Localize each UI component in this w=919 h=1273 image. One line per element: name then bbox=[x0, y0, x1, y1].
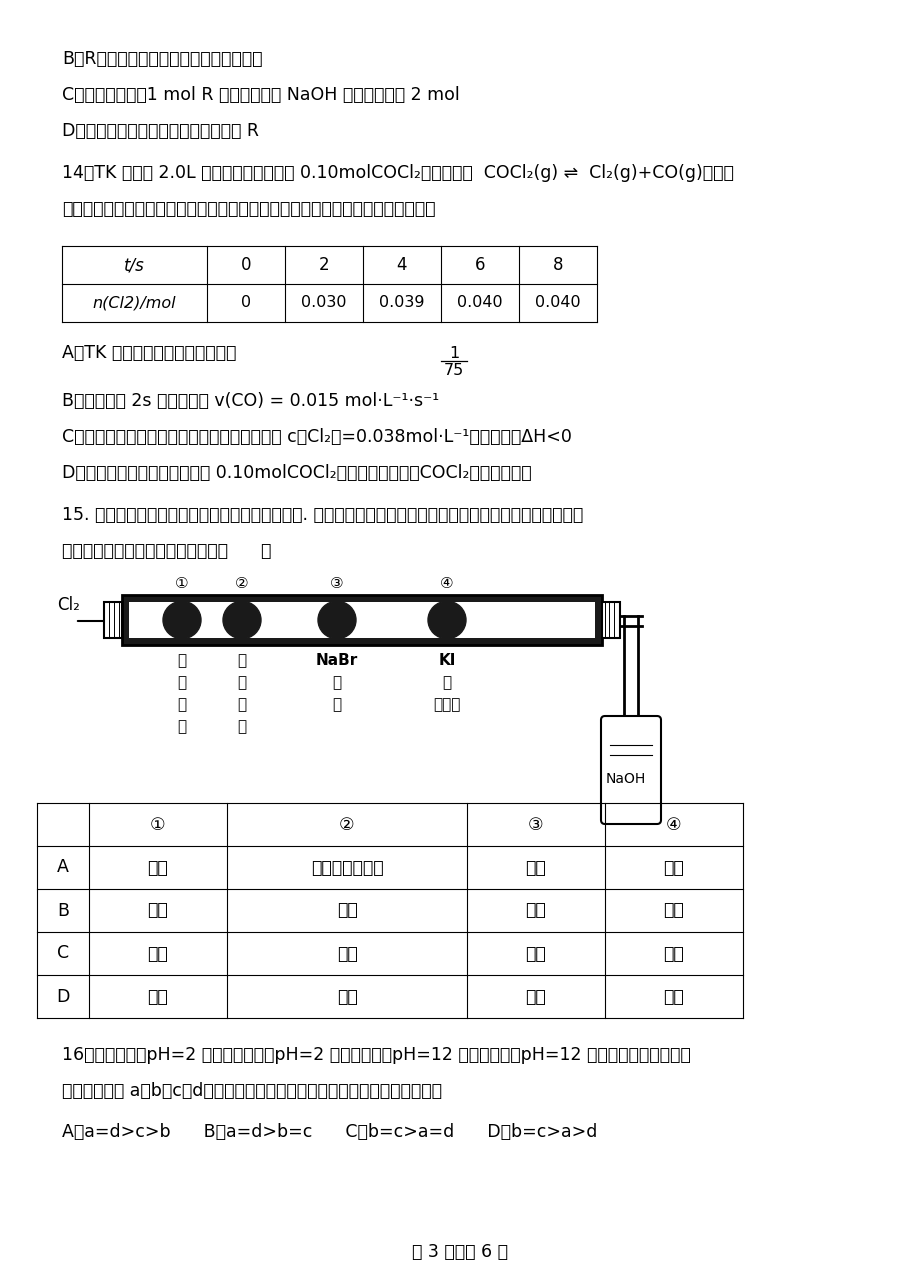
Bar bbox=[129, 602, 595, 638]
Text: 溶: 溶 bbox=[332, 675, 341, 690]
Text: 离程度分别为 a、b、c、d，则这四种溶液中，水的电离程度大小比较正确的是: 离程度分别为 a、b、c、d，则这四种溶液中，水的电离程度大小比较正确的是 bbox=[62, 1082, 441, 1100]
Text: 6: 6 bbox=[474, 256, 484, 274]
Text: 1: 1 bbox=[448, 346, 459, 362]
Text: 先变红色后无色: 先变红色后无色 bbox=[311, 858, 383, 877]
Text: Cl₂: Cl₂ bbox=[57, 596, 80, 614]
Text: 15. 某同学设计下列实验装置进行卤素的性质实验. 玻璃管内装有分别滴有不同溶液的棉球，反应一段时间后，: 15. 某同学设计下列实验装置进行卤素的性质实验. 玻璃管内装有分别滴有不同溶液… bbox=[62, 505, 583, 524]
Text: 0.040: 0.040 bbox=[535, 295, 580, 311]
Text: D: D bbox=[56, 988, 70, 1006]
Text: 无色: 无色 bbox=[147, 945, 168, 962]
Ellipse shape bbox=[427, 601, 466, 639]
Text: 0.039: 0.039 bbox=[379, 295, 425, 311]
Text: 试: 试 bbox=[237, 698, 246, 712]
Bar bbox=[601, 602, 619, 638]
Text: 红: 红 bbox=[177, 675, 187, 690]
Text: 石: 石 bbox=[237, 653, 246, 668]
Text: 对图中指定部位颜色描述正确的是（      ）: 对图中指定部位颜色描述正确的是（ ） bbox=[62, 542, 271, 560]
Text: ①: ① bbox=[150, 816, 165, 834]
Text: 16．在常温下，pH=2 的氯化铁溶液，pH=2 的硫酸溶液，pH=12 的氨水溶液，pH=12 的碳酸钠溶液，水的电: 16．在常温下，pH=2 的氯化铁溶液，pH=2 的硫酸溶液，pH=12 的氨水… bbox=[62, 1046, 690, 1064]
Text: C．碱性条件下，1 mol R 完全水解消耗 NaOH 的物质的量为 2 mol: C．碱性条件下，1 mol R 完全水解消耗 NaOH 的物质的量为 2 mol bbox=[62, 87, 460, 104]
Text: 液: 液 bbox=[177, 719, 187, 735]
Ellipse shape bbox=[163, 601, 200, 639]
Text: 75: 75 bbox=[443, 363, 463, 378]
Text: 14．TK 时，向 2.0L 恒容密闭容器中充入 0.10molCOCl₂，发生反应  COCl₂(g) ⇌  Cl₂(g)+CO(g)，经过: 14．TK 时，向 2.0L 恒容密闭容器中充入 0.10molCOCl₂，发生… bbox=[62, 164, 733, 182]
Text: 一段时间后反应达到平衡。反应过程中测得的部分数据见下表，下列说法正确的是: 一段时间后反应达到平衡。反应过程中测得的部分数据见下表，下列说法正确的是 bbox=[62, 200, 435, 218]
Text: 蓝色: 蓝色 bbox=[663, 858, 684, 877]
Text: 0: 0 bbox=[241, 295, 251, 311]
Text: 白色: 白色 bbox=[147, 988, 168, 1006]
Text: B．R完全水解后生成物均为小分子有机物: B．R完全水解后生成物均为小分子有机物 bbox=[62, 50, 262, 67]
Text: A．a=d>c>b      B．a=d>b=c      C．b=c>a=d      D．b=c>a>d: A．a=d>c>b B．a=d>b=c C．b=c>a=d D．b=c>a>d bbox=[62, 1123, 596, 1141]
Text: 0: 0 bbox=[241, 256, 251, 274]
Text: n(Cl2)/mol: n(Cl2)/mol bbox=[93, 295, 176, 311]
Text: ③: ③ bbox=[330, 575, 344, 591]
Text: NaOH: NaOH bbox=[606, 771, 645, 785]
Text: 溶: 溶 bbox=[177, 698, 187, 712]
Text: NaBr: NaBr bbox=[315, 653, 357, 668]
Text: ④: ④ bbox=[439, 575, 453, 591]
Text: 8: 8 bbox=[552, 256, 562, 274]
Text: 白色: 白色 bbox=[336, 945, 357, 962]
Text: ①: ① bbox=[175, 575, 188, 591]
Text: ②: ② bbox=[235, 575, 248, 591]
Text: C．保持其他条件不变，升高温度，若新平衡时 c（Cl₂）=0.038mol·L⁻¹，则反应的ΔH<0: C．保持其他条件不变，升高温度，若新平衡时 c（Cl₂）=0.038mol·L⁻… bbox=[62, 428, 572, 446]
Text: 红色: 红色 bbox=[336, 901, 357, 919]
Text: 橙色: 橙色 bbox=[525, 901, 546, 919]
Text: ②: ② bbox=[339, 816, 355, 834]
FancyBboxPatch shape bbox=[600, 715, 660, 824]
Text: 2: 2 bbox=[318, 256, 329, 274]
Text: 紫色: 紫色 bbox=[663, 988, 684, 1006]
Text: ④: ④ bbox=[665, 816, 681, 834]
Text: 橙色: 橙色 bbox=[525, 945, 546, 962]
Text: 无色: 无色 bbox=[525, 988, 546, 1006]
Text: 液: 液 bbox=[332, 698, 341, 712]
Bar bbox=[104, 602, 122, 638]
Text: 蓝色: 蓝色 bbox=[663, 945, 684, 962]
Text: 第 3 页，共 6 页: 第 3 页，共 6 页 bbox=[412, 1242, 507, 1262]
Text: 无色: 无色 bbox=[336, 988, 357, 1006]
Text: A: A bbox=[57, 858, 69, 877]
Text: C: C bbox=[57, 945, 69, 962]
Text: t/s: t/s bbox=[124, 256, 144, 274]
Text: 液淀粉: 液淀粉 bbox=[433, 698, 460, 712]
Text: D．平衡后向上述容器中再充入 0.10molCOCl₂，平衡正向移动，COCl₂的转化率增大: D．平衡后向上述容器中再充入 0.10molCOCl₂，平衡正向移动，COCl₂… bbox=[62, 463, 531, 482]
Text: B: B bbox=[57, 901, 69, 919]
Text: 0.040: 0.040 bbox=[457, 295, 503, 311]
Text: 液: 液 bbox=[237, 719, 246, 735]
Text: 0.030: 0.030 bbox=[301, 295, 346, 311]
Ellipse shape bbox=[222, 601, 261, 639]
Ellipse shape bbox=[318, 601, 356, 639]
Text: 紫色: 紫色 bbox=[663, 901, 684, 919]
Text: 白色: 白色 bbox=[147, 858, 168, 877]
Bar bbox=[122, 594, 601, 645]
Text: 溶: 溶 bbox=[442, 675, 451, 690]
Text: 白色: 白色 bbox=[147, 901, 168, 919]
Text: B．反应在前 2s 的平均速率 v(CO) = 0.015 mol·L⁻¹·s⁻¹: B．反应在前 2s 的平均速率 v(CO) = 0.015 mol·L⁻¹·s⁻… bbox=[62, 392, 438, 410]
Text: A．TK 时该反应的化学平衡常数为: A．TK 时该反应的化学平衡常数为 bbox=[62, 344, 242, 362]
Text: ③: ③ bbox=[528, 816, 543, 834]
Text: 品: 品 bbox=[177, 653, 187, 668]
Text: 蕊: 蕊 bbox=[237, 675, 246, 690]
Text: 橙色: 橙色 bbox=[525, 858, 546, 877]
Text: 4: 4 bbox=[396, 256, 407, 274]
Text: KI: KI bbox=[437, 653, 455, 668]
Text: D．通过加聚反应和缩聚反应可以生成 R: D．通过加聚反应和缩聚反应可以生成 R bbox=[62, 122, 259, 140]
